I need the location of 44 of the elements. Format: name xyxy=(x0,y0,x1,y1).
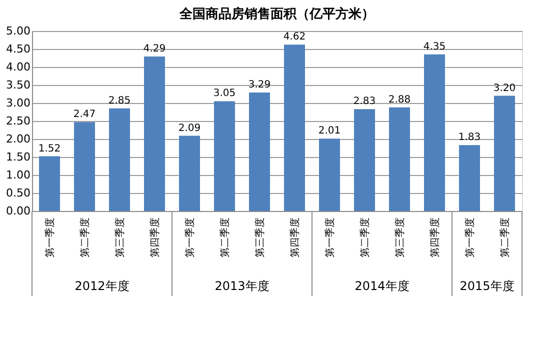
x-tick-label: 第二季度 xyxy=(499,218,511,258)
x-tick-label: 第三季度 xyxy=(254,218,266,258)
data-label: 3.05 xyxy=(213,88,236,100)
x-tick-label: 第一季度 xyxy=(184,218,196,258)
x-tick-label: 第一季度 xyxy=(324,218,336,258)
x-tick-label: 第三季度 xyxy=(114,218,126,258)
data-label: 1.83 xyxy=(458,132,481,144)
x-tick-label: 第二季度 xyxy=(79,218,91,258)
y-tick-label: 3.00 xyxy=(6,96,30,110)
data-label: 3.20 xyxy=(493,82,516,94)
data-label: 4.35 xyxy=(423,41,446,52)
y-tick-label: 1.00 xyxy=(6,168,30,182)
y-tick-label: 5.00 xyxy=(6,24,30,38)
x-tick-label: 第一季度 xyxy=(464,218,476,258)
y-tick-label: 4.50 xyxy=(6,42,30,56)
y-tick-label: 1.50 xyxy=(6,150,30,164)
data-label: 2.88 xyxy=(388,94,411,106)
data-label: 3.29 xyxy=(248,80,271,91)
x-tick-label: 第二季度 xyxy=(359,218,371,258)
y-tick-label: 0.50 xyxy=(6,186,30,200)
x-tick-label: 第四季度 xyxy=(289,218,301,258)
text: 2012年度 xyxy=(74,279,130,293)
data-label: 4.62 xyxy=(283,32,306,43)
y-tick-label: 2.00 xyxy=(6,132,30,146)
x-tick-label: 第三季度 xyxy=(394,218,406,258)
data-label: 2.09 xyxy=(178,122,201,134)
x-tick-label: 第二季度 xyxy=(219,218,231,258)
chart-title: 全国商品房销售面积（亿平方米） xyxy=(178,6,374,22)
data-label: 1.52 xyxy=(38,143,61,154)
data-label: 4.29 xyxy=(143,44,166,55)
x-tick-label: 第一季度 xyxy=(44,218,56,258)
data-label: 2.47 xyxy=(73,109,96,120)
text: 2014年度 xyxy=(354,279,410,293)
y-tick-label: 3.50 xyxy=(6,78,30,92)
y-tick-label: 0.00 xyxy=(6,204,30,218)
text: 2015年度 xyxy=(460,279,514,293)
text: 2013年度 xyxy=(214,279,270,293)
data-label: 2.01 xyxy=(318,126,341,137)
x-tick-label: 第四季度 xyxy=(429,218,441,258)
data-label: 2.83 xyxy=(353,96,376,108)
x-tick-label: 第四季度 xyxy=(149,218,161,258)
data-label: 2.85 xyxy=(108,95,131,106)
y-tick-label: 4.00 xyxy=(6,60,30,74)
y-tick-label: 2.50 xyxy=(6,114,30,128)
